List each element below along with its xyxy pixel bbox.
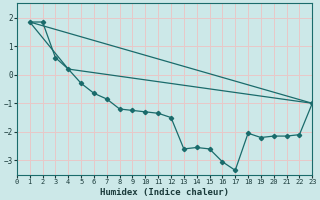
X-axis label: Humidex (Indice chaleur): Humidex (Indice chaleur) [100,188,229,197]
